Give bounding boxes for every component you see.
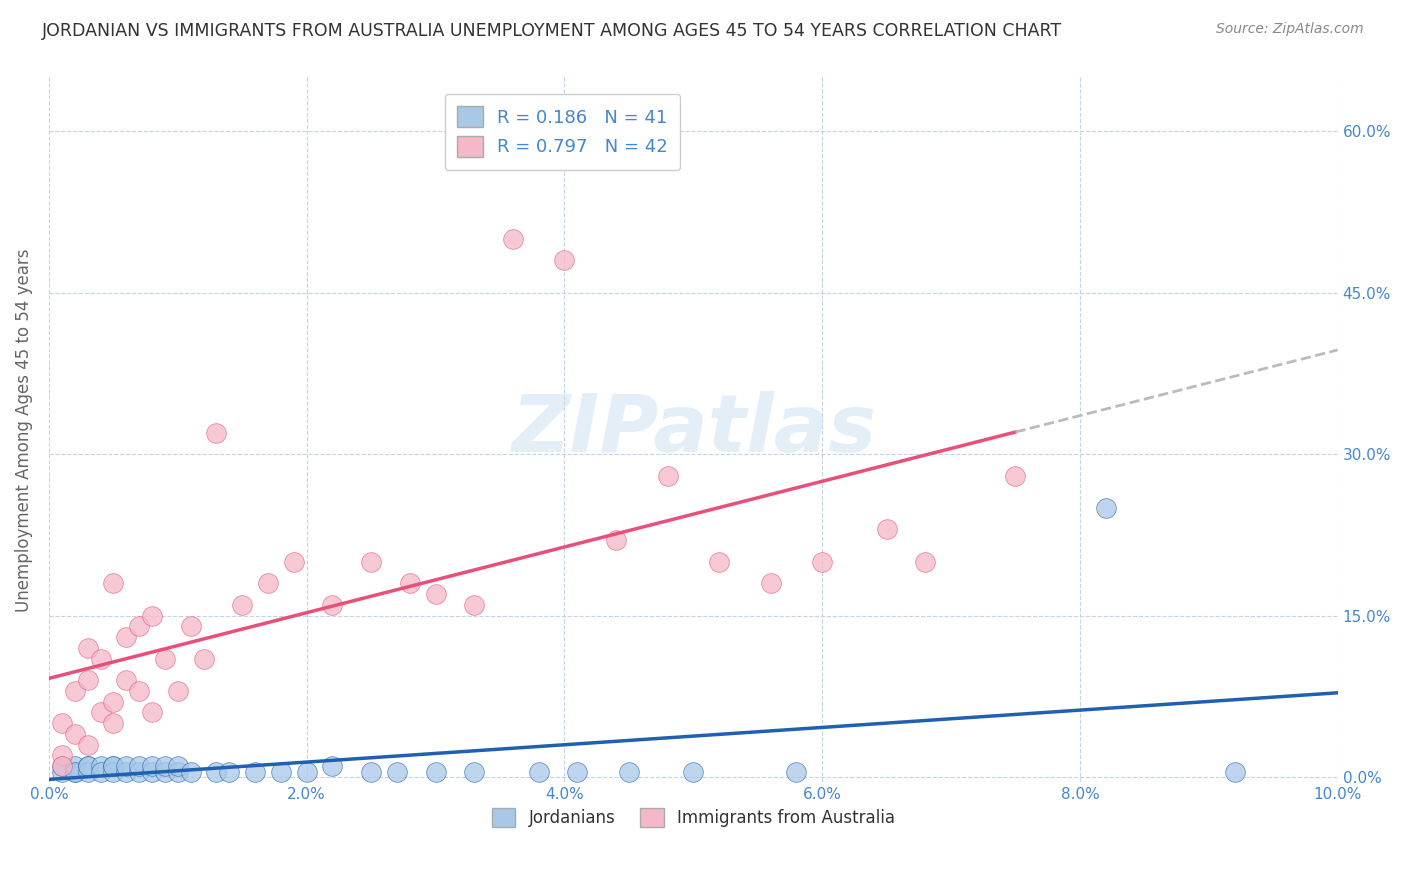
Point [811,555,834,569]
Point [785,764,807,779]
Point [63,764,86,779]
Point [270,764,292,779]
Point [385,764,408,779]
Point [321,598,343,612]
Point [103,764,125,779]
Point [141,764,163,779]
Point [115,630,138,644]
Point [51,764,73,779]
Point [128,759,150,773]
Point [51,748,73,763]
Point [759,576,782,591]
Point [51,759,73,773]
Point [141,706,163,720]
Point [180,619,202,633]
Point [360,555,382,569]
Point [76,759,98,773]
Point [128,684,150,698]
Point [76,764,98,779]
Point [166,759,188,773]
Point [360,764,382,779]
Point [153,651,176,665]
Point [128,619,150,633]
Point [141,608,163,623]
Point [463,598,485,612]
Point [166,684,188,698]
Point [527,764,550,779]
Point [63,727,86,741]
Point [51,759,73,773]
Point [89,706,111,720]
Point [103,576,125,591]
Point [103,759,125,773]
Point [128,764,150,779]
Point [463,764,485,779]
Point [914,555,936,569]
Text: JORDANIAN VS IMMIGRANTS FROM AUSTRALIA UNEMPLOYMENT AMONG AGES 45 TO 54 YEARS CO: JORDANIAN VS IMMIGRANTS FROM AUSTRALIA U… [42,22,1063,40]
Point [76,640,98,655]
Point [115,764,138,779]
Point [63,759,86,773]
Point [193,651,215,665]
Point [1223,764,1246,779]
Point [398,576,420,591]
Point [243,764,266,779]
Point [76,673,98,687]
Point [103,759,125,773]
Point [103,695,125,709]
Point [51,716,73,731]
Point [657,468,679,483]
Point [103,716,125,731]
Point [502,232,524,246]
Point [707,555,730,569]
Point [141,759,163,773]
Point [89,764,111,779]
Point [76,738,98,752]
Text: Source: ZipAtlas.com: Source: ZipAtlas.com [1216,22,1364,37]
Point [180,764,202,779]
Point [682,764,704,779]
Point [605,533,627,548]
Point [567,764,589,779]
Point [425,764,447,779]
Point [231,598,253,612]
Point [425,587,447,601]
Point [321,759,343,773]
Point [63,684,86,698]
Point [89,651,111,665]
Point [115,759,138,773]
Point [115,673,138,687]
Point [257,576,280,591]
Point [617,764,640,779]
Point [295,764,318,779]
Point [205,425,228,440]
Point [283,555,305,569]
Point [218,764,240,779]
Point [205,764,228,779]
Point [153,759,176,773]
Legend: Jordanians, Immigrants from Australia: Jordanians, Immigrants from Australia [485,801,901,834]
Text: ZIPatlas: ZIPatlas [510,391,876,469]
Point [153,764,176,779]
Point [876,523,898,537]
Point [166,764,188,779]
Point [63,764,86,779]
Point [1004,468,1026,483]
Point [1094,500,1116,515]
Point [553,253,575,268]
Point [76,759,98,773]
Point [89,759,111,773]
Y-axis label: Unemployment Among Ages 45 to 54 years: Unemployment Among Ages 45 to 54 years [15,248,32,612]
